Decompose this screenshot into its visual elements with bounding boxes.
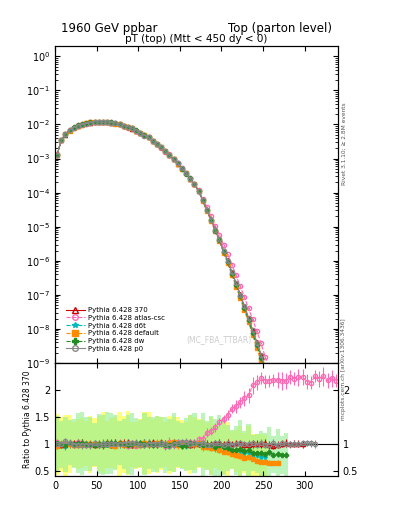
Text: Top (parton level): Top (parton level) xyxy=(228,22,332,35)
Legend: Pythia 6.428 370, Pythia 6.428 atlas-csc, Pythia 6.428 d6t, Pythia 6.428 default: Pythia 6.428 370, Pythia 6.428 atlas-csc… xyxy=(64,306,166,353)
Text: Rivet 3.1.10; ≥ 2.8M events: Rivet 3.1.10; ≥ 2.8M events xyxy=(342,102,346,185)
Text: (MC_FBA_TTBAR): (MC_FBA_TTBAR) xyxy=(187,335,252,344)
Text: mcplots.cern.ch [arXiv:1306.3436]: mcplots.cern.ch [arXiv:1306.3436] xyxy=(342,318,346,419)
Title: pT (top) (Mtt < 450 dy < 0): pT (top) (Mtt < 450 dy < 0) xyxy=(125,34,268,44)
Y-axis label: Ratio to Pythia 6.428 370: Ratio to Pythia 6.428 370 xyxy=(23,371,32,468)
Text: 1960 GeV ppbar: 1960 GeV ppbar xyxy=(61,22,157,35)
